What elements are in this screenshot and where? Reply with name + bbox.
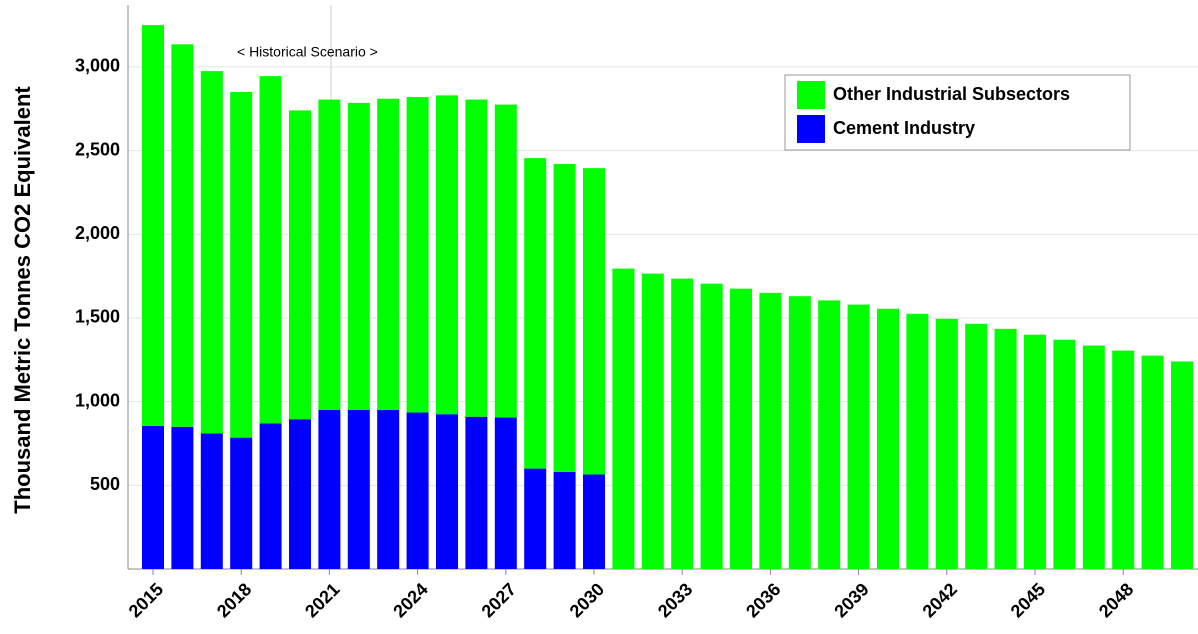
x-tick-label: 2024 bbox=[389, 579, 431, 621]
bar bbox=[553, 471, 576, 569]
bar bbox=[965, 323, 988, 569]
bar bbox=[730, 288, 752, 569]
legend-swatch bbox=[797, 81, 825, 109]
bar bbox=[583, 168, 605, 475]
x-tick-label: 2021 bbox=[301, 579, 343, 621]
bar bbox=[1141, 355, 1164, 569]
bar bbox=[877, 308, 899, 569]
legend-label: Cement Industry bbox=[833, 118, 975, 138]
bar bbox=[818, 300, 841, 569]
x-tick-label: 2039 bbox=[830, 579, 872, 621]
bar bbox=[1171, 361, 1193, 569]
x-tick-label: 2042 bbox=[919, 579, 961, 621]
bar bbox=[1082, 345, 1105, 569]
bar bbox=[436, 95, 458, 415]
x-tick-label: 2033 bbox=[654, 579, 696, 621]
bar bbox=[553, 163, 576, 472]
bar bbox=[318, 410, 341, 569]
bar bbox=[906, 313, 929, 569]
bar bbox=[671, 278, 694, 569]
x-tick-label: 2027 bbox=[478, 579, 520, 621]
legend-swatch bbox=[797, 115, 825, 143]
x-tick-label: 2030 bbox=[566, 579, 608, 621]
y-tick-label: 1,000 bbox=[75, 390, 120, 410]
y-tick-label: 1,500 bbox=[75, 307, 120, 327]
x-tick-label: 2048 bbox=[1095, 579, 1137, 621]
x-tick-label: 2018 bbox=[213, 579, 255, 621]
bar bbox=[289, 110, 311, 420]
bar bbox=[759, 292, 782, 569]
x-tick-label: 2045 bbox=[1007, 579, 1049, 621]
bar bbox=[406, 97, 429, 413]
bar bbox=[289, 419, 311, 569]
bar bbox=[377, 410, 400, 569]
annotation: < Historical Scenario > bbox=[237, 44, 378, 60]
bar bbox=[524, 158, 547, 469]
bar bbox=[612, 268, 635, 569]
bar bbox=[142, 425, 164, 569]
bar bbox=[1112, 350, 1135, 569]
bar bbox=[200, 433, 223, 569]
bar bbox=[347, 102, 370, 411]
y-axis-label: Thousand Metric Tonnes CO2 Equivalent bbox=[10, 86, 35, 514]
bar bbox=[788, 296, 811, 569]
bar bbox=[259, 423, 282, 569]
bar bbox=[318, 99, 341, 411]
bar bbox=[200, 71, 223, 434]
bar bbox=[347, 410, 370, 569]
y-tick-label: 2,500 bbox=[75, 139, 120, 159]
legend bbox=[784, 74, 1131, 151]
bar bbox=[524, 468, 547, 569]
bar bbox=[259, 76, 282, 424]
bar bbox=[230, 92, 253, 438]
y-tick-label: 500 bbox=[90, 474, 120, 494]
bar bbox=[847, 304, 870, 569]
bar bbox=[1053, 339, 1076, 569]
bar bbox=[377, 98, 400, 411]
bar bbox=[142, 25, 164, 426]
bar bbox=[994, 328, 1017, 569]
legend-label: Other Industrial Subsectors bbox=[833, 84, 1070, 104]
bar bbox=[465, 416, 488, 569]
bar bbox=[641, 273, 664, 569]
x-tick-label: 2015 bbox=[125, 579, 167, 621]
bar bbox=[494, 104, 517, 418]
bar bbox=[1024, 334, 1046, 569]
y-tick-label: 3,000 bbox=[75, 56, 120, 76]
bar bbox=[935, 318, 958, 569]
bar bbox=[583, 474, 605, 569]
bar bbox=[171, 44, 194, 427]
bar bbox=[436, 414, 458, 569]
x-tick-label: 2036 bbox=[742, 579, 784, 621]
bar bbox=[406, 412, 429, 569]
bar bbox=[230, 437, 253, 569]
bar bbox=[465, 99, 488, 417]
bar bbox=[494, 417, 517, 569]
y-tick-label: 2,000 bbox=[75, 223, 120, 243]
bar bbox=[700, 283, 723, 569]
bar bbox=[171, 426, 194, 569]
